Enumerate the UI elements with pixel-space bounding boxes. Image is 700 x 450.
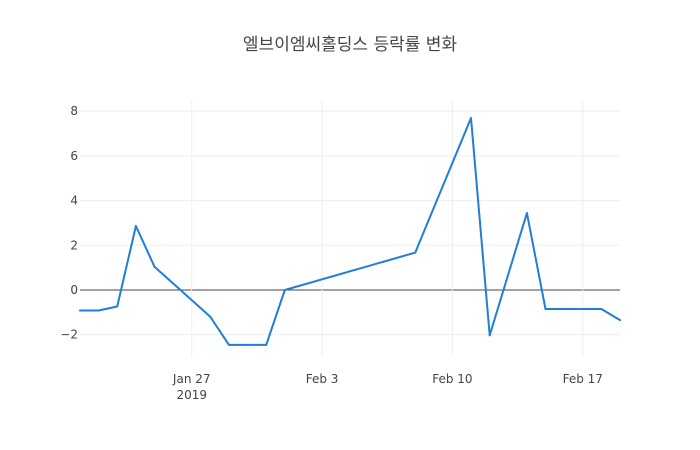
data-point [227,343,230,346]
data-point [619,319,621,322]
y-tick-label: 6 [70,149,78,163]
series-layer [79,117,621,346]
data-point [116,305,119,308]
data-point [470,117,473,120]
data-point [265,343,268,346]
series-line [79,117,621,346]
data-point [488,334,491,337]
axis-layer: −2 0 2 4 6 8 Jan 27 2019 Feb 3 Feb 10 Feb 17 [60,104,603,402]
data-point [525,212,528,215]
data-point [600,307,603,310]
x-tick-label: Feb 17 [563,372,603,386]
y-tick-label: 2 [70,238,78,252]
x-tick-label: Feb 10 [432,372,472,386]
y-tick-label: 8 [70,104,78,118]
y-tick-label: −2 [60,328,78,342]
x-tick-year-label: 2019 [176,388,207,402]
x-tick-label: Feb 3 [306,372,339,386]
y-tick-label: 4 [70,194,78,208]
data-point [246,343,249,346]
x-tick-label: Jan 27 [172,372,211,386]
data-point [134,225,137,228]
y-tick-label: 0 [70,283,78,297]
grid-layer [80,100,620,357]
data-point [544,307,547,310]
data-point [209,315,212,318]
data-point [97,309,100,312]
data-point [283,288,286,291]
data-point [79,309,81,312]
data-point [153,265,156,268]
data-point [414,251,417,254]
chart-title: 엘브이엠씨홀딩스 등락률 변화 [243,35,457,55]
